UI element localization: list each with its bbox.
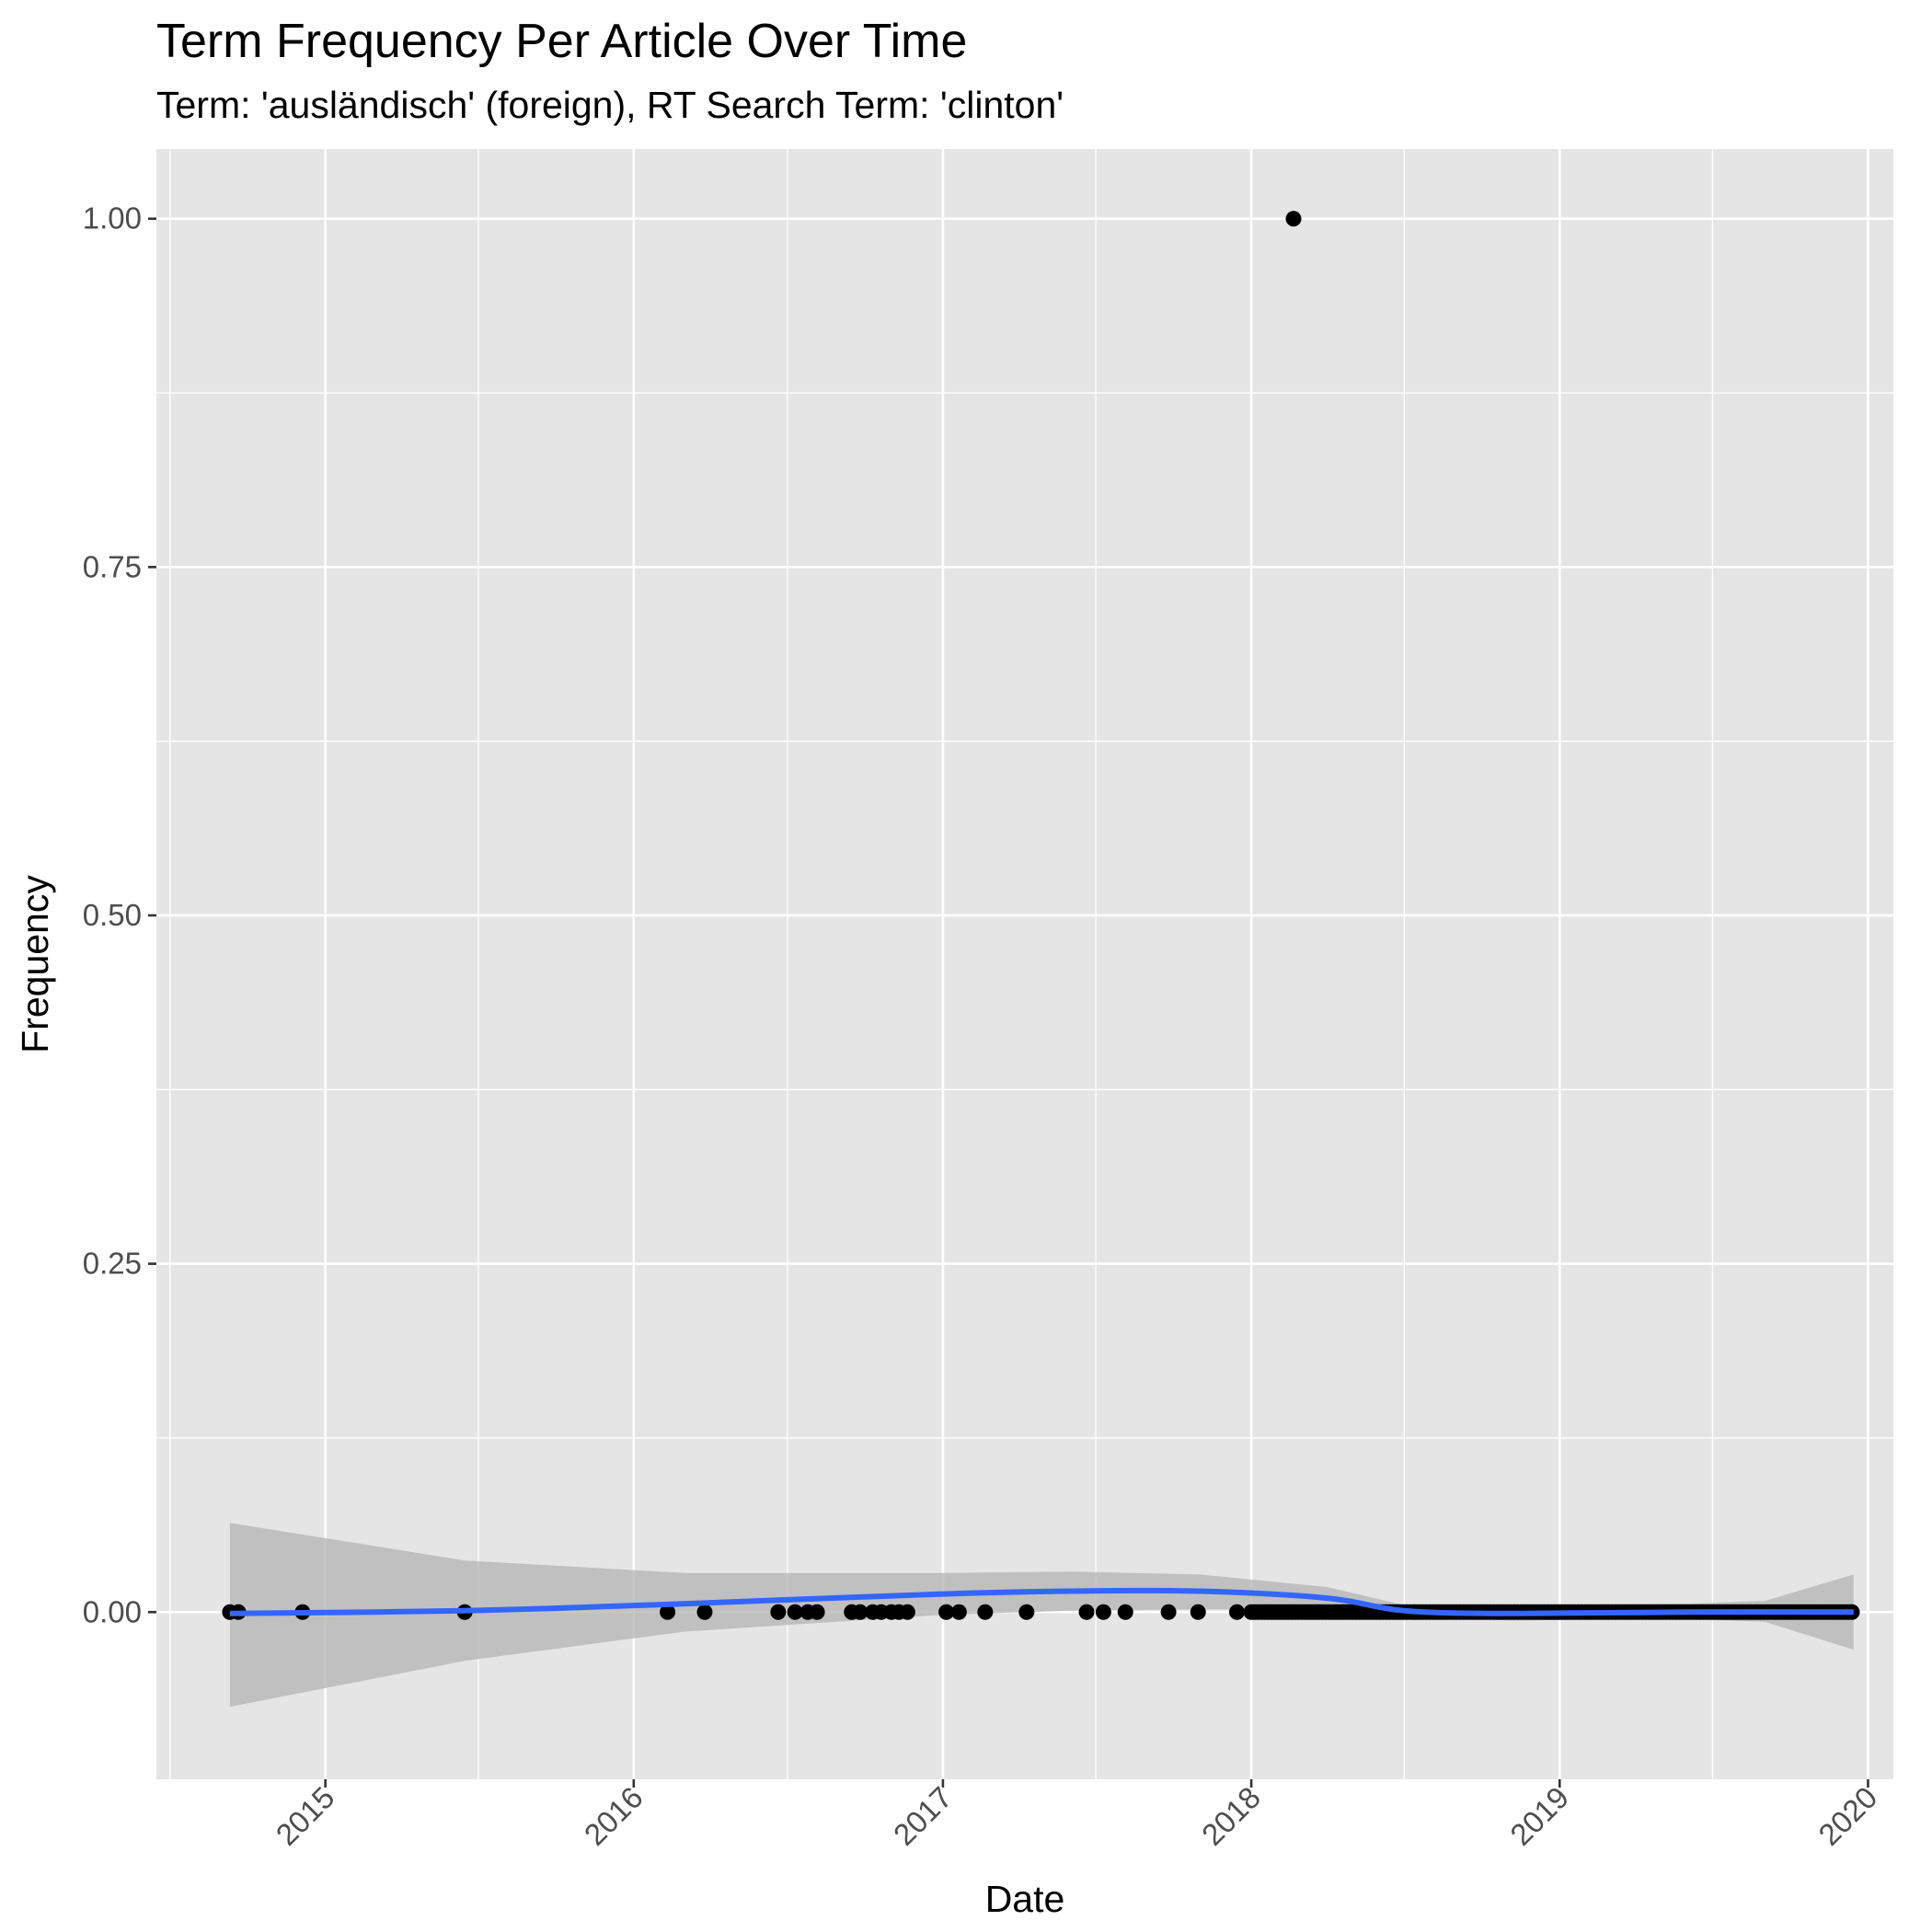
x-axis-title: Date [985, 1878, 1065, 1920]
data-point [938, 1604, 955, 1620]
x-tick-label: 2016 [578, 1780, 650, 1852]
x-tick-label: 2019 [1503, 1780, 1575, 1852]
chart-subtitle: Term: 'ausländisch' (foreign), RT Search… [156, 84, 1064, 126]
chart-title: Term Frequency Per Article Over Time [156, 15, 967, 68]
data-point [696, 1604, 713, 1620]
data-point [1078, 1604, 1095, 1620]
x-tick-label: 2020 [1811, 1780, 1883, 1852]
data-point [787, 1604, 803, 1620]
x-tick-label: 2017 [887, 1780, 959, 1852]
data-point [1285, 211, 1302, 227]
data-point [809, 1604, 825, 1620]
y-axis: 0.00 0.25 0.50 0.75 1.00 [83, 201, 156, 1628]
data-point [852, 1604, 868, 1620]
data-point [1018, 1604, 1035, 1620]
data-point [1095, 1604, 1111, 1620]
y-axis-title: Frequency [14, 875, 56, 1053]
data-point [660, 1604, 676, 1620]
data-point [1190, 1604, 1206, 1620]
y-tick-label: 0.75 [83, 549, 142, 583]
y-tick-label: 0.50 [83, 898, 142, 932]
data-point [1160, 1604, 1177, 1620]
data-point [977, 1604, 994, 1620]
data-point [1228, 1604, 1245, 1620]
y-tick-label: 0.25 [83, 1247, 142, 1281]
y-tick-label: 0.00 [83, 1594, 142, 1628]
data-point [899, 1604, 915, 1620]
plot-panel [156, 149, 1893, 1779]
x-tick-label: 2015 [270, 1780, 341, 1852]
x-tick-label: 2018 [1195, 1780, 1267, 1852]
grid-minor [156, 149, 1893, 1779]
data-point [770, 1604, 787, 1620]
data-point [950, 1604, 967, 1620]
data-point [1117, 1604, 1133, 1620]
smooth-line [229, 1587, 1854, 1616]
x-axis: 2015 2016 2017 2018 2019 2020 [270, 1779, 1883, 1852]
y-tick-label: 1.00 [83, 201, 142, 236]
